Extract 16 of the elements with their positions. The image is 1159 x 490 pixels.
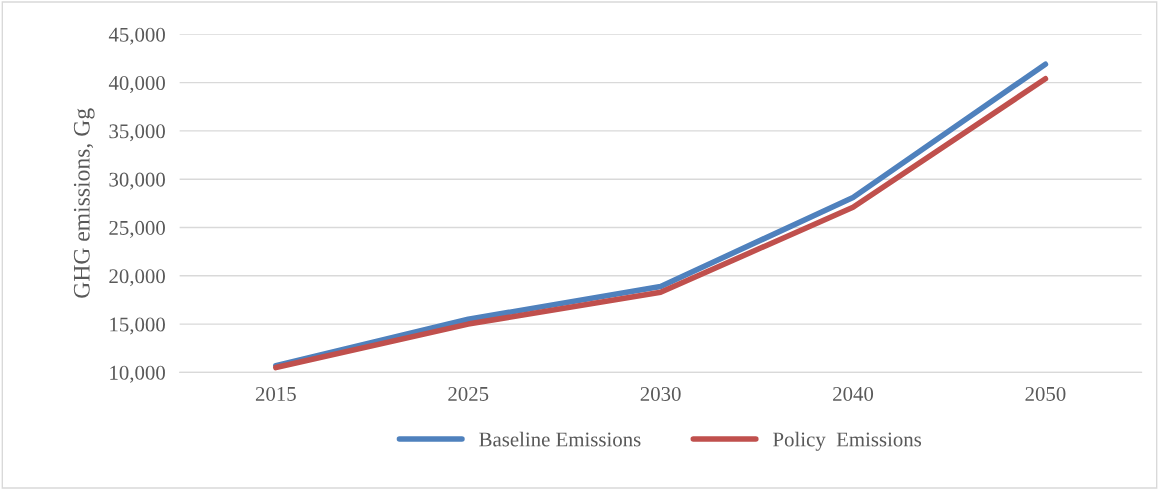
x-tick-label: 2025	[448, 386, 489, 401]
y-tick-label: 35,000	[109, 124, 165, 142]
y-tick-label: 40,000	[108, 75, 165, 94]
x-tick-label: 2050	[1025, 386, 1066, 401]
x-tick-label: 2040	[833, 386, 874, 401]
y-tick-label: 30,000	[109, 172, 165, 190]
legend-label: Policy Emissions	[773, 431, 922, 451]
y-axis-title: GHG emissions, Gg	[73, 108, 95, 298]
y-tick-label: 45,000	[108, 27, 165, 45]
y-tick-label: 15,000	[110, 317, 165, 335]
x-tick-label: 2030	[640, 386, 681, 401]
y-tick-label: 25,000	[109, 220, 165, 238]
y-tick-label: 20,000	[109, 269, 165, 287]
x-tick-label: 2015	[255, 386, 296, 401]
legend-label: Baseline Emissions	[479, 431, 641, 447]
y-tick-label: 10,000	[110, 365, 165, 383]
